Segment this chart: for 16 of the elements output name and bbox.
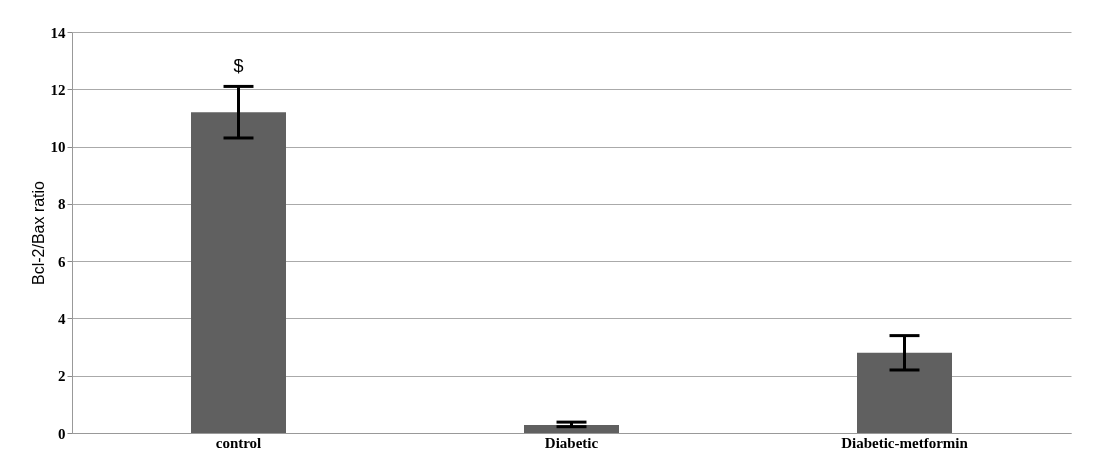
annotation: $	[233, 56, 244, 76]
x-tick-label: Diabetic	[544, 434, 599, 451]
y-tick-label: 2	[58, 368, 66, 385]
y-tick-label: 8	[58, 196, 66, 213]
bar	[857, 352, 952, 433]
y-tick-label: 6	[58, 253, 66, 270]
y-tick-label: 4	[58, 310, 66, 327]
bar	[191, 112, 286, 433]
y-tick-label: 0	[58, 425, 66, 442]
y-axis-title: Bcl-2/Bax ratio	[29, 180, 47, 286]
y-tick-label: 10	[50, 139, 66, 156]
y-tick-label: 12	[50, 81, 66, 98]
y-tick-label: 14	[50, 24, 66, 41]
x-tick-label: Diabetic-metformin	[841, 434, 969, 451]
bar	[524, 424, 619, 433]
x-tick-label: control	[215, 434, 262, 451]
